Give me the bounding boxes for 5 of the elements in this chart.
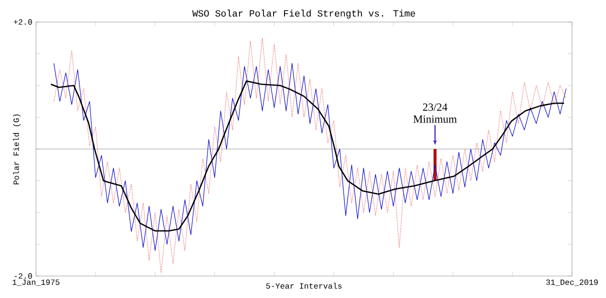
line-series (54, 38, 566, 274)
line-series (50, 80, 565, 232)
chart-title: WSO Solar Polar Field Strength vs. Time (192, 10, 416, 18)
line-series (54, 62, 566, 251)
annotation: 23/24 Minimum (413, 103, 457, 123)
